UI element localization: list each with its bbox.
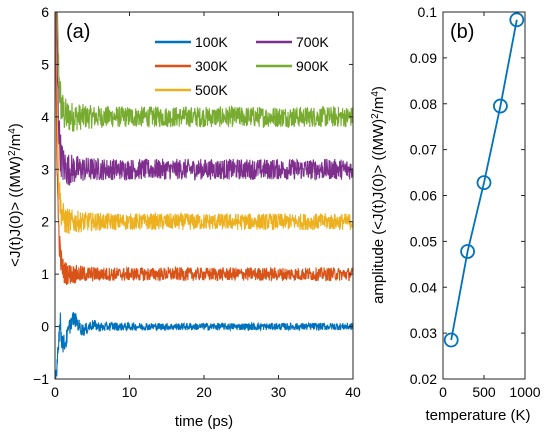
panel-a-y-tick-label: −1 [33, 371, 49, 387]
panel-b-y-tick-label: 0.04 [410, 279, 437, 295]
panel-a-y-tick-label: 6 [41, 4, 49, 20]
panel-a-label: (a) [66, 21, 90, 43]
panel-b-x-tick-label: 0 [439, 384, 447, 400]
panel-a-legend-label-500K: 500K [195, 82, 228, 98]
panel-b-label: (b) [450, 21, 474, 43]
panel-b-x-axis-label: temperature (K) [425, 407, 530, 424]
panel-b-ticks: 0 500 1000 0.02 0.03 0.04 0.05 0.06 0.07 0.08 0.09… [410, 4, 541, 400]
panel-b-y-tick-label: 0.06 [410, 188, 437, 204]
panel-b-y-tick-label: 0.03 [410, 325, 437, 341]
panel-a-legend: 100K 300K 500K 700K 900K [155, 34, 329, 98]
panel-a-x-tick-label: 30 [271, 384, 287, 400]
panel-a-legend-label-700K: 700K [296, 34, 329, 50]
panel-a-legend-label-300K: 300K [195, 58, 228, 74]
panel-a-y-axis-label: <J(t)J(0)> ((MW)2/m4) [7, 123, 25, 267]
panel-a-y-tick-label: 1 [41, 266, 49, 282]
panel-b-amplitude-vs-temperature: 0 500 1000 0.02 0.03 0.04 0.05 0.06 0.07 0.08 0.09… [370, 4, 541, 424]
panel-b-y-tick-label: 0.1 [418, 4, 438, 20]
panel-b-series-line [450, 19, 518, 341]
panel-a-series-line-700K [55, 12, 353, 186]
panel-a-x-tick-label: 20 [196, 384, 212, 400]
panel-b-y-axis-label: amplitude (<J(t)J(0)> ((MW)2/m4) [370, 86, 388, 304]
panel-a-y-tick-label: 4 [41, 109, 49, 125]
panel-a-y-tick-label: 3 [41, 161, 49, 177]
panel-b-series-group [443, 12, 525, 348]
panel-a-series-line-300K [55, 12, 353, 285]
panel-a-legend-label-900K: 900K [296, 58, 329, 74]
panel-a-series-line-100K [55, 312, 353, 379]
panel-a-legend-label-100K: 100K [195, 34, 228, 50]
panel-b-x-tick-label: 1000 [509, 384, 540, 400]
panel-b-data-point [509, 12, 525, 28]
panel-a-y-tick-label: 5 [41, 56, 49, 72]
panel-b-x-tick-label: 500 [472, 384, 496, 400]
panel-b-y-tick-label: 0.08 [410, 96, 437, 112]
panel-a-x-axis-label: time (ps) [175, 413, 233, 430]
panel-b-data-point [476, 175, 492, 191]
panel-b-y-tick-label: 0.05 [410, 233, 437, 249]
panel-b-y-tick-label: 0.02 [410, 371, 437, 387]
panel-a-series-line-900K [56, 12, 353, 132]
panel-a-series-line-500K [55, 12, 353, 235]
panel-a-x-tick-label: 10 [122, 384, 138, 400]
panel-b-y-tick-label: 0.09 [410, 50, 437, 66]
panel-b-plot-area [443, 12, 525, 379]
panel-b-data-point [460, 244, 476, 259]
panel-b-y-tick-label: 0.07 [410, 142, 437, 158]
panel-a-y-tick-label: 2 [41, 214, 49, 230]
panel-a-plot-area [55, 12, 353, 379]
panel-a-y-tick-label: 0 [41, 319, 49, 335]
panel-a-x-tick-label: 0 [51, 384, 59, 400]
panel-a-series-group [55, 12, 353, 379]
panel-a-x-tick-label: 40 [345, 384, 361, 400]
panel-b-data-point [492, 98, 508, 114]
panel-b-data-point [443, 332, 459, 348]
